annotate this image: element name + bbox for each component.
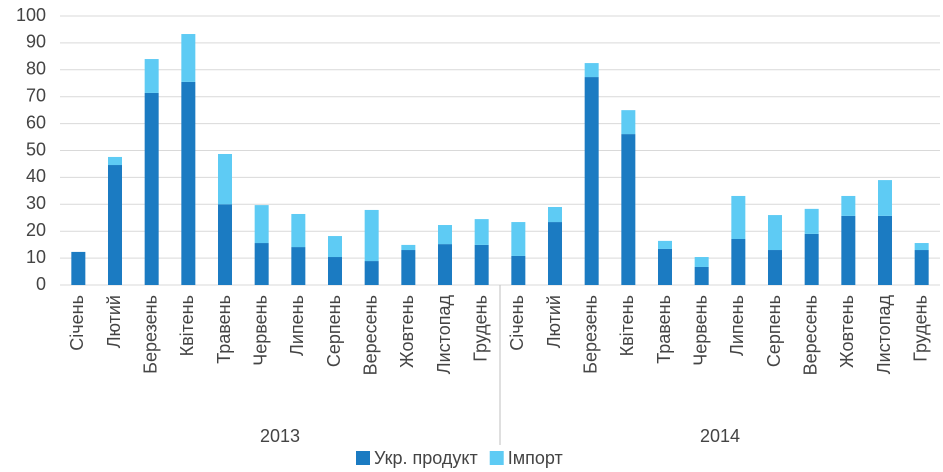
x-tick-label: Листопад: [874, 295, 894, 375]
bar-segment: [658, 248, 672, 285]
bar-segment: [731, 239, 746, 285]
x-tick-label: Червень: [250, 295, 270, 366]
y-tick-label: 10: [26, 247, 46, 267]
bar-segment: [328, 257, 342, 285]
y-tick-label: 70: [26, 85, 46, 105]
y-tick-label: 0: [36, 274, 46, 294]
y-tick-label: 20: [26, 220, 46, 240]
bar-segment: [401, 250, 416, 285]
bar-segment: [511, 255, 526, 285]
group-label: 2013: [260, 426, 300, 446]
bar-segment: [144, 92, 159, 286]
x-tick-label: Січень: [507, 295, 527, 351]
bar-segment: [548, 222, 562, 285]
bar-segment: [841, 195, 856, 216]
x-tick-label: Жовтень: [837, 295, 857, 368]
legend-swatch: [356, 451, 370, 465]
bar-segment: [841, 215, 856, 285]
bar-segment: [144, 59, 159, 93]
bar-segment: [474, 244, 489, 285]
x-tick-label: Грудень: [910, 295, 930, 362]
bar-segment: [731, 195, 746, 240]
bar-segment: [181, 81, 196, 285]
x-tick-label: Жовтень: [397, 295, 417, 368]
x-tick-label: Липень: [287, 295, 307, 356]
bar-segment: [438, 244, 452, 285]
bar-segment: [438, 225, 452, 245]
x-tick-label: Березень: [140, 295, 160, 374]
y-tick-label: 50: [26, 139, 46, 159]
y-tick-label: 40: [26, 166, 46, 186]
bar-segment: [364, 261, 379, 285]
bar-segment: [658, 240, 672, 249]
y-tick-label: 60: [26, 112, 46, 132]
bar-segment: [181, 34, 196, 82]
y-tick-label: 30: [26, 193, 46, 213]
bar-segment: [328, 236, 342, 258]
y-tick-label: 100: [16, 5, 46, 25]
bar-segment: [364, 209, 379, 262]
x-tick-label: Серпень: [764, 295, 784, 367]
bar-segment: [804, 233, 819, 285]
bar-segment: [584, 77, 599, 285]
bar-segment: [548, 206, 562, 223]
bar-segment: [218, 204, 232, 285]
bar-segment: [804, 208, 819, 234]
bar-segment: [254, 243, 269, 285]
x-tick-label: Квітень: [177, 295, 197, 356]
x-tick-label: Липень: [727, 295, 747, 356]
x-tick-label: Вересень: [800, 295, 820, 375]
legend-label: Укр. продукт: [374, 448, 478, 468]
bar-segment: [694, 266, 709, 285]
bar-segment: [878, 215, 892, 285]
group-label: 2014: [700, 426, 740, 446]
bar-segment: [584, 63, 599, 78]
bar-segment: [621, 134, 636, 285]
bar-segment: [768, 215, 782, 251]
bar-segment: [108, 165, 122, 285]
bar-segment: [621, 110, 636, 135]
x-tick-label: Травень: [214, 295, 234, 364]
x-tick-label: Січень: [67, 295, 87, 351]
x-tick-label: Грудень: [470, 295, 490, 362]
x-tick-label: Лютий: [544, 295, 564, 348]
x-tick-label: Березень: [580, 295, 600, 374]
bar-segment: [914, 250, 929, 285]
y-tick-label: 90: [26, 32, 46, 52]
x-tick-label: Лютий: [104, 295, 124, 348]
bar-segment: [878, 180, 892, 216]
bar-segment: [108, 156, 122, 166]
bar-segment: [768, 250, 782, 285]
legend-swatch: [489, 451, 504, 465]
bar-segment: [71, 251, 86, 285]
x-tick-label: Листопад: [434, 295, 454, 375]
bar-segment: [291, 213, 306, 248]
bar-segment: [254, 205, 269, 244]
x-tick-label: Серпень: [324, 295, 344, 367]
bar-segment: [511, 222, 526, 256]
bar-segment: [474, 219, 489, 245]
y-tick-label: 80: [26, 59, 46, 79]
bar-segment: [914, 243, 929, 251]
x-tick-label: Вересень: [360, 295, 380, 375]
bar-segment: [401, 244, 416, 251]
x-tick-label: Червень: [690, 295, 710, 366]
x-tick-label: Квітень: [617, 295, 637, 356]
bar-segment: [694, 257, 709, 267]
bar-segment: [218, 153, 232, 205]
bar-segment: [291, 247, 306, 285]
x-tick-label: Травень: [654, 295, 674, 364]
legend-label: Імпорт: [508, 448, 563, 468]
